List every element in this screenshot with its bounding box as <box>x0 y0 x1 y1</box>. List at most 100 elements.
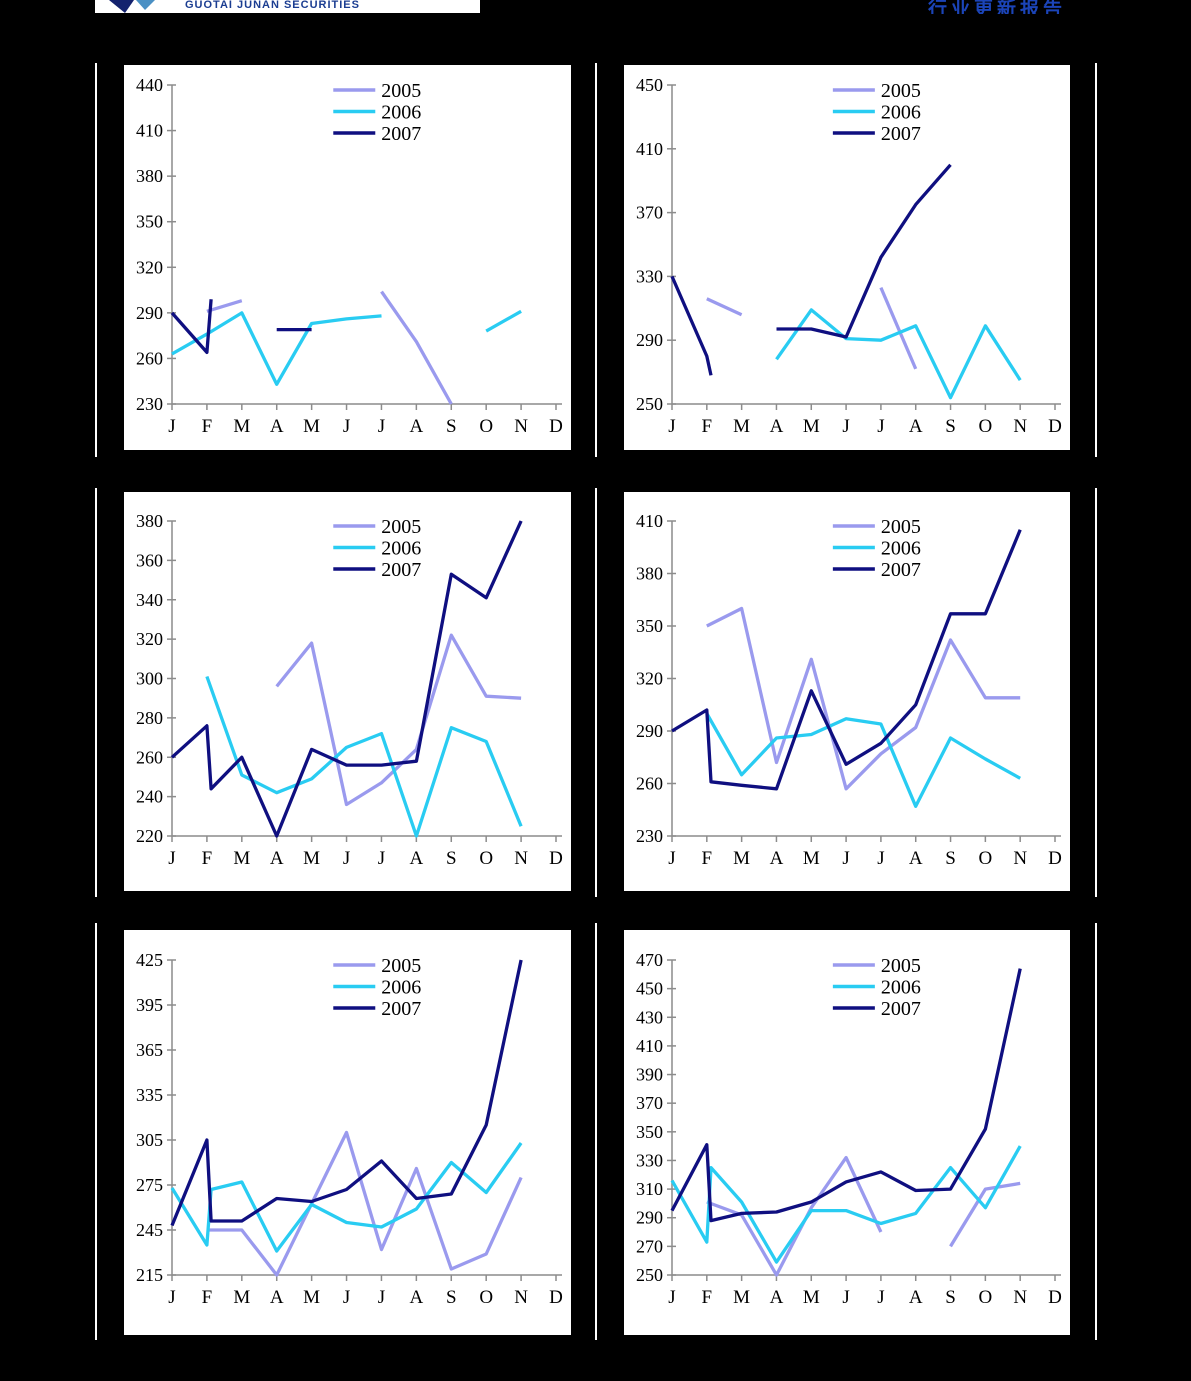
chart-panel-bottom-right: 250 270 290 310 330 350 370 390 410 430 450 470 J F M A… <box>622 928 1072 1337</box>
y-tick-label: 260 <box>636 774 663 794</box>
border-line <box>95 488 97 897</box>
y-tick-label: 390 <box>636 1065 663 1085</box>
series-line-2007 <box>776 163 952 339</box>
x-tick-label: O <box>978 1287 992 1308</box>
x-tick-label: F <box>702 1287 713 1308</box>
chart-panel-middle-right: 230 260 290 320 350 380 410 J F M A M J J A S O N D 2005 200… <box>622 490 1072 893</box>
x-tick-label: A <box>270 848 284 869</box>
series-line-2005 <box>706 297 743 317</box>
border-line <box>1095 63 1097 457</box>
x-tick-label: O <box>978 416 992 437</box>
x-tick-label: J <box>668 416 675 437</box>
y-tick-label: 330 <box>636 1150 663 1170</box>
y-tick-label: 470 <box>636 950 663 970</box>
y-tick-label: 240 <box>136 787 163 807</box>
x-tick-label: A <box>409 416 423 437</box>
x-tick-label: O <box>978 848 992 869</box>
y-tick-label: 320 <box>136 629 163 649</box>
legend-label-2005: 2005 <box>881 80 921 102</box>
y-tick-label: 440 <box>136 75 163 95</box>
x-tick-label: A <box>909 848 923 869</box>
y-tick-label: 365 <box>136 1040 163 1060</box>
x-tick-label: J <box>343 416 350 437</box>
y-tick-label: 250 <box>636 1265 663 1285</box>
x-tick-label: A <box>770 416 784 437</box>
x-tick-label: D <box>549 1287 563 1308</box>
x-tick-label: O <box>479 416 493 437</box>
x-tick-label: M <box>303 848 320 869</box>
x-tick-label: A <box>909 1287 923 1308</box>
y-tick-label: 250 <box>636 394 663 414</box>
border-line <box>595 488 597 897</box>
y-tick-label: 335 <box>136 1085 163 1105</box>
legend-label-2005: 2005 <box>381 516 421 538</box>
chart-panel-bottom-left: 215 245 275 305 335 365 395 425 J F M A M J J A S O N D 2005… <box>122 928 573 1337</box>
y-tick-label: 410 <box>636 511 663 531</box>
x-tick-label: N <box>1013 1287 1027 1308</box>
logo-light-shape <box>136 0 155 10</box>
series-line-2005 <box>706 1155 883 1277</box>
x-tick-label: J <box>343 1287 350 1308</box>
y-tick-label: 260 <box>136 348 163 368</box>
x-tick-label: F <box>202 416 213 437</box>
x-tick-label: J <box>378 416 385 437</box>
border-line <box>595 923 597 1340</box>
y-tick-label: 215 <box>136 1265 163 1285</box>
series-line-2005 <box>380 290 453 405</box>
x-tick-label: A <box>409 848 423 869</box>
legend-label-2006: 2006 <box>881 538 921 560</box>
y-tick-label: 320 <box>136 257 163 277</box>
x-tick-label: N <box>1013 416 1027 437</box>
legend-label-2007: 2007 <box>381 559 421 581</box>
y-tick-label: 410 <box>636 1036 663 1056</box>
y-tick-label: 425 <box>136 950 163 970</box>
x-tick-label: D <box>549 416 563 437</box>
x-tick-label: S <box>945 1287 956 1308</box>
x-tick-label: M <box>803 1287 820 1308</box>
y-tick-label: 450 <box>636 75 663 95</box>
y-tick-label: 300 <box>136 669 163 689</box>
x-tick-label: F <box>202 1287 213 1308</box>
series-line-2005 <box>206 1130 523 1277</box>
x-tick-label: N <box>514 416 528 437</box>
y-tick-label: 360 <box>136 550 163 570</box>
y-tick-label: 310 <box>636 1179 663 1199</box>
x-tick-label: A <box>770 848 784 869</box>
y-tick-label: 230 <box>136 394 163 414</box>
x-tick-label: S <box>945 848 956 869</box>
y-tick-label: 350 <box>136 212 163 232</box>
x-tick-label: N <box>514 848 528 869</box>
x-tick-label: F <box>202 848 213 869</box>
x-tick-label: M <box>303 416 320 437</box>
legend-label-2006: 2006 <box>381 102 421 124</box>
x-tick-label: J <box>378 1287 385 1308</box>
x-tick-label: J <box>877 416 884 437</box>
series-line-2005 <box>275 633 522 807</box>
y-tick-label: 290 <box>636 330 663 350</box>
legend-label-2006: 2006 <box>381 977 421 999</box>
x-tick-label: M <box>803 848 820 869</box>
x-tick-label: M <box>733 848 750 869</box>
legend-label-2005: 2005 <box>381 80 421 102</box>
x-tick-label: M <box>233 848 250 869</box>
y-tick-label: 260 <box>136 747 163 767</box>
x-tick-label: J <box>877 1287 884 1308</box>
x-tick-label: A <box>270 1287 284 1308</box>
x-tick-label: J <box>877 848 884 869</box>
y-tick-label: 275 <box>136 1175 163 1195</box>
x-tick-label: D <box>1048 848 1062 869</box>
series-line-2006 <box>775 308 1022 400</box>
chart-panel-middle-left: 220 240 260 280 300 320 340 360 380 J F M A M J J A S O N D 2… <box>122 490 573 893</box>
series-line-2007 <box>170 299 213 355</box>
x-tick-label: J <box>168 848 175 869</box>
y-tick-label: 395 <box>136 995 163 1015</box>
x-tick-label: D <box>1048 1287 1062 1308</box>
logo-dark-shape <box>109 0 134 13</box>
x-tick-label: A <box>909 416 923 437</box>
y-tick-label: 340 <box>136 590 163 610</box>
